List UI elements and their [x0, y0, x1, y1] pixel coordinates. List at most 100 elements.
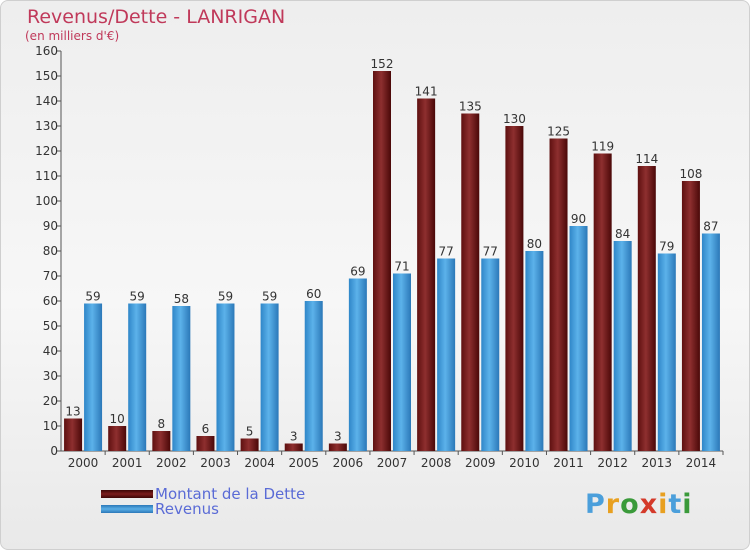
proxiti-logo: Proxiti [585, 489, 693, 520]
y-tick-label: 110 [35, 169, 58, 183]
y-tick-label: 0 [50, 444, 58, 458]
y-tick-label: 80 [43, 244, 58, 258]
bar-dette [108, 426, 127, 451]
data-label-revenus: 77 [438, 245, 453, 259]
bar-dette [240, 438, 259, 451]
data-label-revenus: 59 [85, 290, 100, 304]
y-tick-label: 50 [43, 319, 58, 333]
chart-title: Revenus/Dette - LANRIGAN [27, 6, 286, 28]
x-tick-label: 2008 [421, 456, 452, 470]
bars [64, 71, 720, 451]
x-tick-label: 2003 [200, 456, 231, 470]
logo-letter: t [668, 489, 683, 520]
data-label-revenus: 87 [703, 220, 718, 234]
bar-dette [681, 181, 700, 451]
x-tick-label: 2006 [333, 456, 364, 470]
y-tick-label: 10 [43, 419, 58, 433]
bar-revenus [304, 301, 323, 451]
bar-revenus [172, 306, 191, 451]
data-labels: 13 59 10 59 8 58 6 59 5 59 3 60 3 69 152 71 141 77 135 77 13… [65, 57, 718, 444]
bar-revenus [348, 278, 367, 451]
bar-revenus [216, 303, 235, 451]
y-tick-label: 40 [43, 344, 58, 358]
data-label-dette: 141 [415, 85, 438, 99]
bar-revenus [128, 303, 147, 451]
y-tick-label: 120 [35, 144, 58, 158]
data-label-dette: 6 [202, 422, 210, 436]
data-label-revenus: 79 [659, 240, 674, 254]
y-tick-label: 160 [35, 44, 58, 58]
x-tick-label: 2004 [244, 456, 275, 470]
data-label-revenus: 80 [527, 237, 542, 251]
bar-dette [417, 98, 436, 451]
data-label-revenus: 59 [262, 290, 277, 304]
bar-revenus [525, 251, 544, 451]
bar-revenus [260, 303, 279, 451]
data-label-revenus: 60 [306, 287, 321, 301]
data-label-revenus: 58 [174, 292, 189, 306]
data-label-revenus: 77 [483, 245, 498, 259]
bar-dette [152, 431, 171, 451]
data-label-dette: 108 [679, 167, 702, 181]
data-label-dette: 8 [158, 417, 166, 431]
bar-dette [549, 138, 568, 451]
bar-dette [284, 443, 303, 451]
data-label-dette: 13 [65, 405, 80, 419]
x-tick-label: 2001 [112, 456, 143, 470]
y-tick-label: 30 [43, 369, 58, 383]
x-tick-label: 2002 [156, 456, 187, 470]
legend-swatch-revenus [101, 505, 153, 513]
logo-letter: i [658, 489, 669, 520]
y-tick-label: 60 [43, 294, 58, 308]
bar-dette [373, 71, 391, 451]
data-label-revenus: 90 [571, 212, 586, 226]
x-tick-label: 2012 [597, 456, 628, 470]
x-tick-label: 2013 [642, 456, 673, 470]
x-tick-label: 2011 [553, 456, 584, 470]
logo-letter: P [585, 489, 606, 520]
bar-dette [593, 153, 612, 451]
x-tick-label: 2014 [686, 456, 717, 470]
bar-dette [328, 443, 347, 451]
bar-revenus [84, 303, 103, 451]
data-label-revenus: 59 [130, 290, 145, 304]
data-label-dette: 3 [290, 430, 298, 444]
data-label-dette: 10 [110, 412, 125, 426]
bar-revenus [481, 258, 500, 451]
logo-letter: r [605, 489, 621, 520]
logo-letter: x [639, 489, 659, 520]
bar-dette [64, 418, 83, 451]
logo-letter: i [682, 489, 693, 520]
legend-swatch-dette [101, 490, 153, 498]
logo-letter: o [620, 489, 640, 520]
data-label-dette: 125 [547, 125, 570, 139]
y-tick-label: 20 [43, 394, 58, 408]
data-label-dette: 114 [635, 152, 658, 166]
x-tick-label: 2010 [509, 456, 540, 470]
y-tick-label: 130 [35, 119, 58, 133]
x-tick-label: 2009 [465, 456, 496, 470]
bar-dette [196, 436, 215, 451]
data-label-revenus: 69 [350, 265, 365, 279]
x-tick-label: 2005 [288, 456, 319, 470]
bar-dette [461, 113, 480, 451]
y-tick-label: 150 [35, 69, 58, 83]
data-label-dette: 119 [591, 140, 614, 154]
bar-revenus [569, 226, 588, 451]
y-tick-label: 90 [43, 219, 58, 233]
data-label-dette: 135 [459, 100, 482, 114]
bar-revenus [393, 273, 411, 451]
chart-subtitle: (en milliers d'€) [25, 29, 120, 43]
data-label-dette: 5 [246, 425, 254, 439]
legend-label-revenus: Revenus [155, 500, 219, 518]
data-label-dette: 152 [371, 57, 394, 71]
bar-revenus [657, 253, 676, 451]
x-tick-label: 2000 [68, 456, 99, 470]
y-tick-label: 70 [43, 269, 58, 283]
axes: 0 10 20 30 40 50 60 70 80 90 100 110 120 130 140 150 160… [35, 44, 724, 470]
bar-revenus [613, 241, 632, 451]
data-label-dette: 3 [334, 430, 342, 444]
data-label-revenus: 71 [394, 260, 409, 274]
y-tick-label: 140 [35, 94, 58, 108]
